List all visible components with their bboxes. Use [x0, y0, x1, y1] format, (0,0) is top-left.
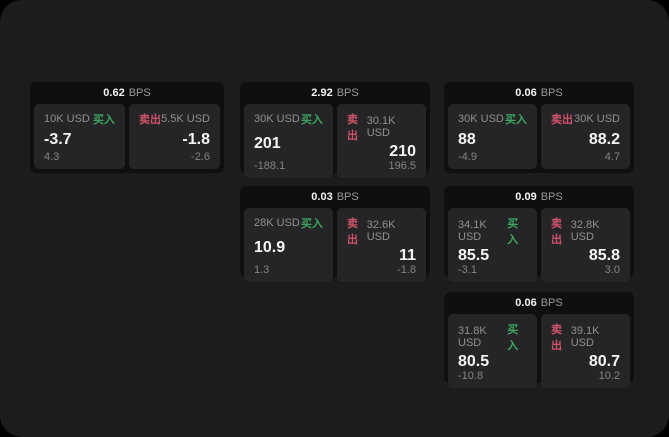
buy-label: 买入 — [93, 114, 115, 126]
sell-delta: -2.6 — [191, 151, 210, 163]
bps-unit-label: BPS — [540, 191, 563, 203]
sell-tile[interactable]: 卖出 5.5K USD -1.8 -2.6 — [129, 104, 220, 169]
quote-card-4: 0.03 BPS 28K USD 买入 10.9 1.3 卖出 32.6K USD… — [240, 186, 430, 282]
sell-price: 210 — [389, 143, 416, 160]
buy-delta: -188.1 — [254, 160, 286, 172]
card-body: 28K USD 买入 10.9 1.3 卖出 32.6K USD 11 -1.8 — [244, 208, 426, 282]
buy-price: -3.7 — [44, 130, 72, 148]
bps-value: 0.03 — [311, 191, 333, 203]
bps-unit-label: BPS — [540, 87, 563, 99]
buy-delta: -4.9 — [458, 151, 477, 163]
buy-tile[interactable]: 30K USD 买入 88 -4.9 — [448, 104, 537, 169]
buy-price: 10.9 — [254, 239, 286, 256]
quote-card-5: 0.09 BPS 34.1K USD 买入 85.5 -3.1 卖出 32.8K … — [444, 186, 634, 282]
buy-size: 10K USD — [44, 113, 90, 125]
sell-price: -1.8 — [182, 130, 210, 148]
card-body: 34.1K USD 买入 85.5 -3.1 卖出 32.8K USD 85.8… — [448, 208, 630, 282]
quote-card-2: 2.92 BPS 30K USD 买入 201 -188.1 卖出 30.1K U… — [240, 82, 430, 178]
buy-price: 201 — [254, 135, 281, 152]
buy-label: 买入 — [507, 324, 519, 352]
sell-label: 卖出 — [551, 218, 562, 246]
sell-label: 卖出 — [347, 114, 358, 142]
card-header: 0.03 BPS — [244, 186, 426, 208]
buy-tile[interactable]: 34.1K USD 买入 85.5 -3.1 — [448, 208, 537, 282]
buy-size: 28K USD — [254, 217, 300, 229]
buy-delta: -10.8 — [458, 370, 484, 382]
buy-delta: 1.3 — [254, 264, 270, 276]
bps-value: 0.62 — [103, 87, 125, 99]
bps-unit-label: BPS — [540, 297, 563, 309]
sell-price: 88.2 — [588, 130, 620, 148]
bps-unit-label: BPS — [336, 191, 359, 203]
card-header: 0.09 BPS — [448, 186, 630, 208]
sell-delta: 3.0 — [604, 264, 620, 276]
sell-price: 80.7 — [588, 353, 620, 370]
buy-label: 买入 — [301, 218, 323, 230]
buy-price: 85.5 — [458, 247, 490, 264]
buy-size: 30K USD — [458, 113, 504, 125]
buy-price: 88 — [458, 130, 476, 148]
buy-tile[interactable]: 31.8K USD 买入 80.5 -10.8 — [448, 314, 537, 388]
sell-tile[interactable]: 卖出 30K USD 88.2 4.7 — [541, 104, 630, 169]
card-header: 2.92 BPS — [244, 82, 426, 104]
quote-card-1: 0.62 BPS 10K USD 买入 -3.7 4.3 卖出 5.5K USD … — [30, 82, 224, 173]
sell-label: 卖出 — [347, 218, 358, 246]
sell-tile[interactable]: 卖出 32.8K USD 85.8 3.0 — [541, 208, 630, 282]
buy-label: 买入 — [301, 114, 323, 126]
card-body: 31.8K USD 买入 80.5 -10.8 卖出 39.1K USD 80.… — [448, 314, 630, 388]
sell-delta: 10.2 — [598, 370, 620, 382]
bps-value: 0.06 — [515, 87, 537, 99]
buy-label: 买入 — [507, 218, 519, 246]
buy-tile[interactable]: 30K USD 买入 201 -188.1 — [244, 104, 333, 178]
sell-tile[interactable]: 卖出 30.1K USD 210 196.5 — [337, 104, 426, 178]
buy-tile[interactable]: 10K USD 买入 -3.7 4.3 — [34, 104, 125, 169]
sell-label: 卖出 — [551, 114, 573, 126]
buy-size: 30K USD — [254, 113, 300, 125]
sell-label: 卖出 — [139, 114, 161, 126]
buy-delta: 4.3 — [44, 151, 60, 163]
buy-price: 80.5 — [458, 353, 490, 370]
card-body: 30K USD 买入 88 -4.9 卖出 30K USD 88.2 4.7 — [448, 104, 630, 169]
sell-size: 5.5K USD — [161, 113, 210, 125]
sell-size: 32.6K USD — [366, 219, 396, 243]
sell-tile[interactable]: 卖出 39.1K USD 80.7 10.2 — [541, 314, 630, 388]
sell-label: 卖出 — [551, 324, 562, 352]
buy-delta: -3.1 — [458, 264, 477, 276]
card-body: 30K USD 买入 201 -188.1 卖出 30.1K USD 210 1… — [244, 104, 426, 178]
bps-value: 2.92 — [311, 87, 333, 99]
sell-delta: 4.7 — [604, 151, 620, 163]
quote-card-6: 0.06 BPS 31.8K USD 买入 80.5 -10.8 卖出 39.1K… — [444, 292, 634, 388]
buy-label: 买入 — [505, 114, 527, 126]
bps-value: 0.09 — [515, 191, 537, 203]
sell-delta: 196.5 — [388, 160, 416, 172]
quote-card-3: 0.06 BPS 30K USD 买入 88 -4.9 卖出 30K USD 88… — [444, 82, 634, 173]
sell-size: 32.8K USD — [570, 219, 600, 243]
card-header: 0.06 BPS — [448, 292, 630, 314]
bps-unit-label: BPS — [128, 87, 151, 99]
sell-size: 30K USD — [574, 113, 620, 125]
bps-unit-label: BPS — [336, 87, 359, 99]
card-header: 0.62 BPS — [34, 82, 220, 104]
sell-tile[interactable]: 卖出 32.6K USD 11 -1.8 — [337, 208, 426, 282]
sell-price: 85.8 — [588, 247, 620, 264]
card-body: 10K USD 买入 -3.7 4.3 卖出 5.5K USD -1.8 -2.… — [34, 104, 220, 169]
sell-price: 11 — [399, 247, 416, 264]
buy-tile[interactable]: 28K USD 买入 10.9 1.3 — [244, 208, 333, 282]
sell-size: 39.1K USD — [570, 325, 600, 349]
sell-delta: -1.8 — [397, 264, 416, 276]
buy-size: 34.1K USD — [458, 219, 487, 243]
sell-size: 30.1K USD — [366, 115, 396, 139]
card-header: 0.06 BPS — [448, 82, 630, 104]
bps-value: 0.06 — [515, 297, 537, 309]
buy-size: 31.8K USD — [458, 325, 487, 349]
